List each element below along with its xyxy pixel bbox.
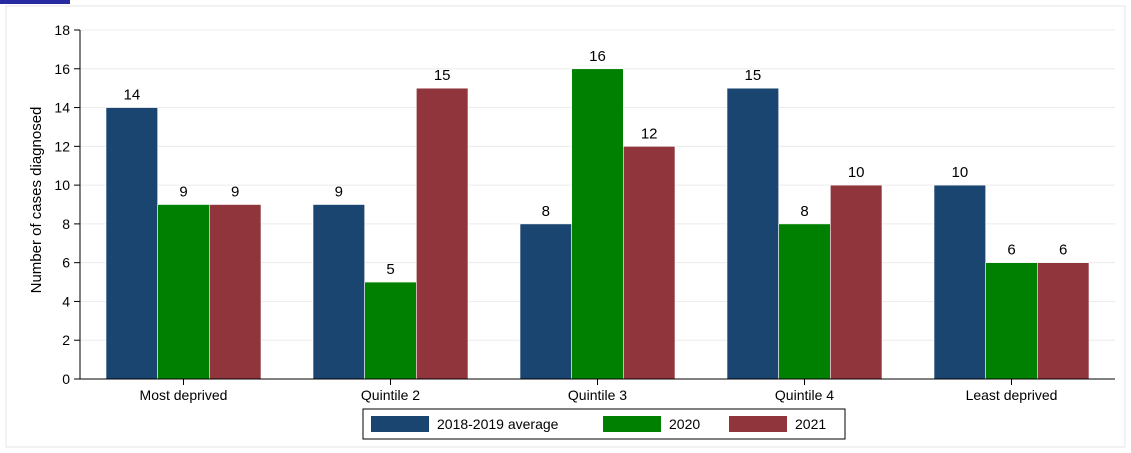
bar bbox=[571, 68, 624, 380]
legend-swatch bbox=[371, 416, 429, 432]
data-label: 6 bbox=[1059, 242, 1067, 259]
x-tick-label: Most deprived bbox=[140, 387, 228, 403]
bar bbox=[157, 204, 210, 380]
data-label: 15 bbox=[434, 67, 451, 84]
bar bbox=[416, 87, 469, 380]
axes: 0 2 4 6 8 10 12 14 16 18 Most deprived Quintile 2 Qu… bbox=[54, 22, 1115, 403]
y-axis-label: Number of cases diagnosed bbox=[28, 107, 45, 294]
data-label: 8 bbox=[800, 203, 808, 220]
data-label: 9 bbox=[179, 184, 187, 201]
data-label: 12 bbox=[641, 125, 658, 142]
bar bbox=[519, 223, 572, 380]
bar bbox=[933, 184, 986, 380]
legend-label: 2021 bbox=[795, 416, 826, 432]
bars bbox=[105, 68, 1090, 380]
data-label: 10 bbox=[951, 164, 968, 181]
bar bbox=[105, 107, 158, 380]
partial-title-strip bbox=[0, 0, 70, 4]
y-tick-label: 0 bbox=[62, 371, 70, 387]
y-tick-label: 4 bbox=[62, 293, 70, 309]
data-label: 16 bbox=[589, 48, 606, 65]
data-label: 10 bbox=[848, 164, 865, 181]
legend-label: 2020 bbox=[669, 416, 700, 432]
data-label: 6 bbox=[1007, 242, 1015, 259]
bar bbox=[726, 87, 779, 380]
bar bbox=[830, 184, 883, 380]
bar bbox=[364, 281, 417, 380]
bar bbox=[1037, 262, 1090, 380]
data-label: 8 bbox=[542, 203, 550, 220]
bar bbox=[778, 223, 831, 380]
bar bbox=[985, 262, 1038, 380]
data-label: 9 bbox=[335, 184, 343, 201]
legend: 2018-2019 average 2020 2021 bbox=[362, 408, 846, 440]
bar bbox=[312, 204, 365, 380]
bar bbox=[209, 204, 262, 380]
y-tick-label: 16 bbox=[54, 61, 70, 77]
y-tick-label: 2 bbox=[62, 332, 70, 348]
x-tick-label: Quintile 2 bbox=[361, 387, 420, 403]
y-tick-label: 8 bbox=[62, 216, 70, 232]
x-tick-label: Least deprived bbox=[966, 387, 1058, 403]
y-tick-label: 18 bbox=[54, 22, 70, 38]
data-label: 14 bbox=[123, 87, 140, 104]
bar bbox=[623, 146, 676, 380]
y-tick-label: 10 bbox=[54, 177, 70, 193]
y-tick-label: 12 bbox=[54, 138, 70, 154]
data-label: 5 bbox=[386, 261, 394, 278]
x-tick-label: Quintile 4 bbox=[775, 387, 834, 403]
data-label: 15 bbox=[744, 67, 761, 84]
legend-swatch bbox=[729, 416, 787, 432]
y-tick-label: 14 bbox=[54, 100, 70, 116]
legend-label: 2018-2019 average bbox=[437, 416, 559, 432]
legend-swatch bbox=[603, 416, 661, 432]
data-label: 9 bbox=[231, 184, 239, 201]
data-labels: 14 9 9 9 5 15 8 16 12 15 8 10 10 6 6 bbox=[123, 48, 1067, 278]
x-tick-label: Quintile 3 bbox=[568, 387, 627, 403]
y-tick-label: 6 bbox=[62, 255, 70, 271]
